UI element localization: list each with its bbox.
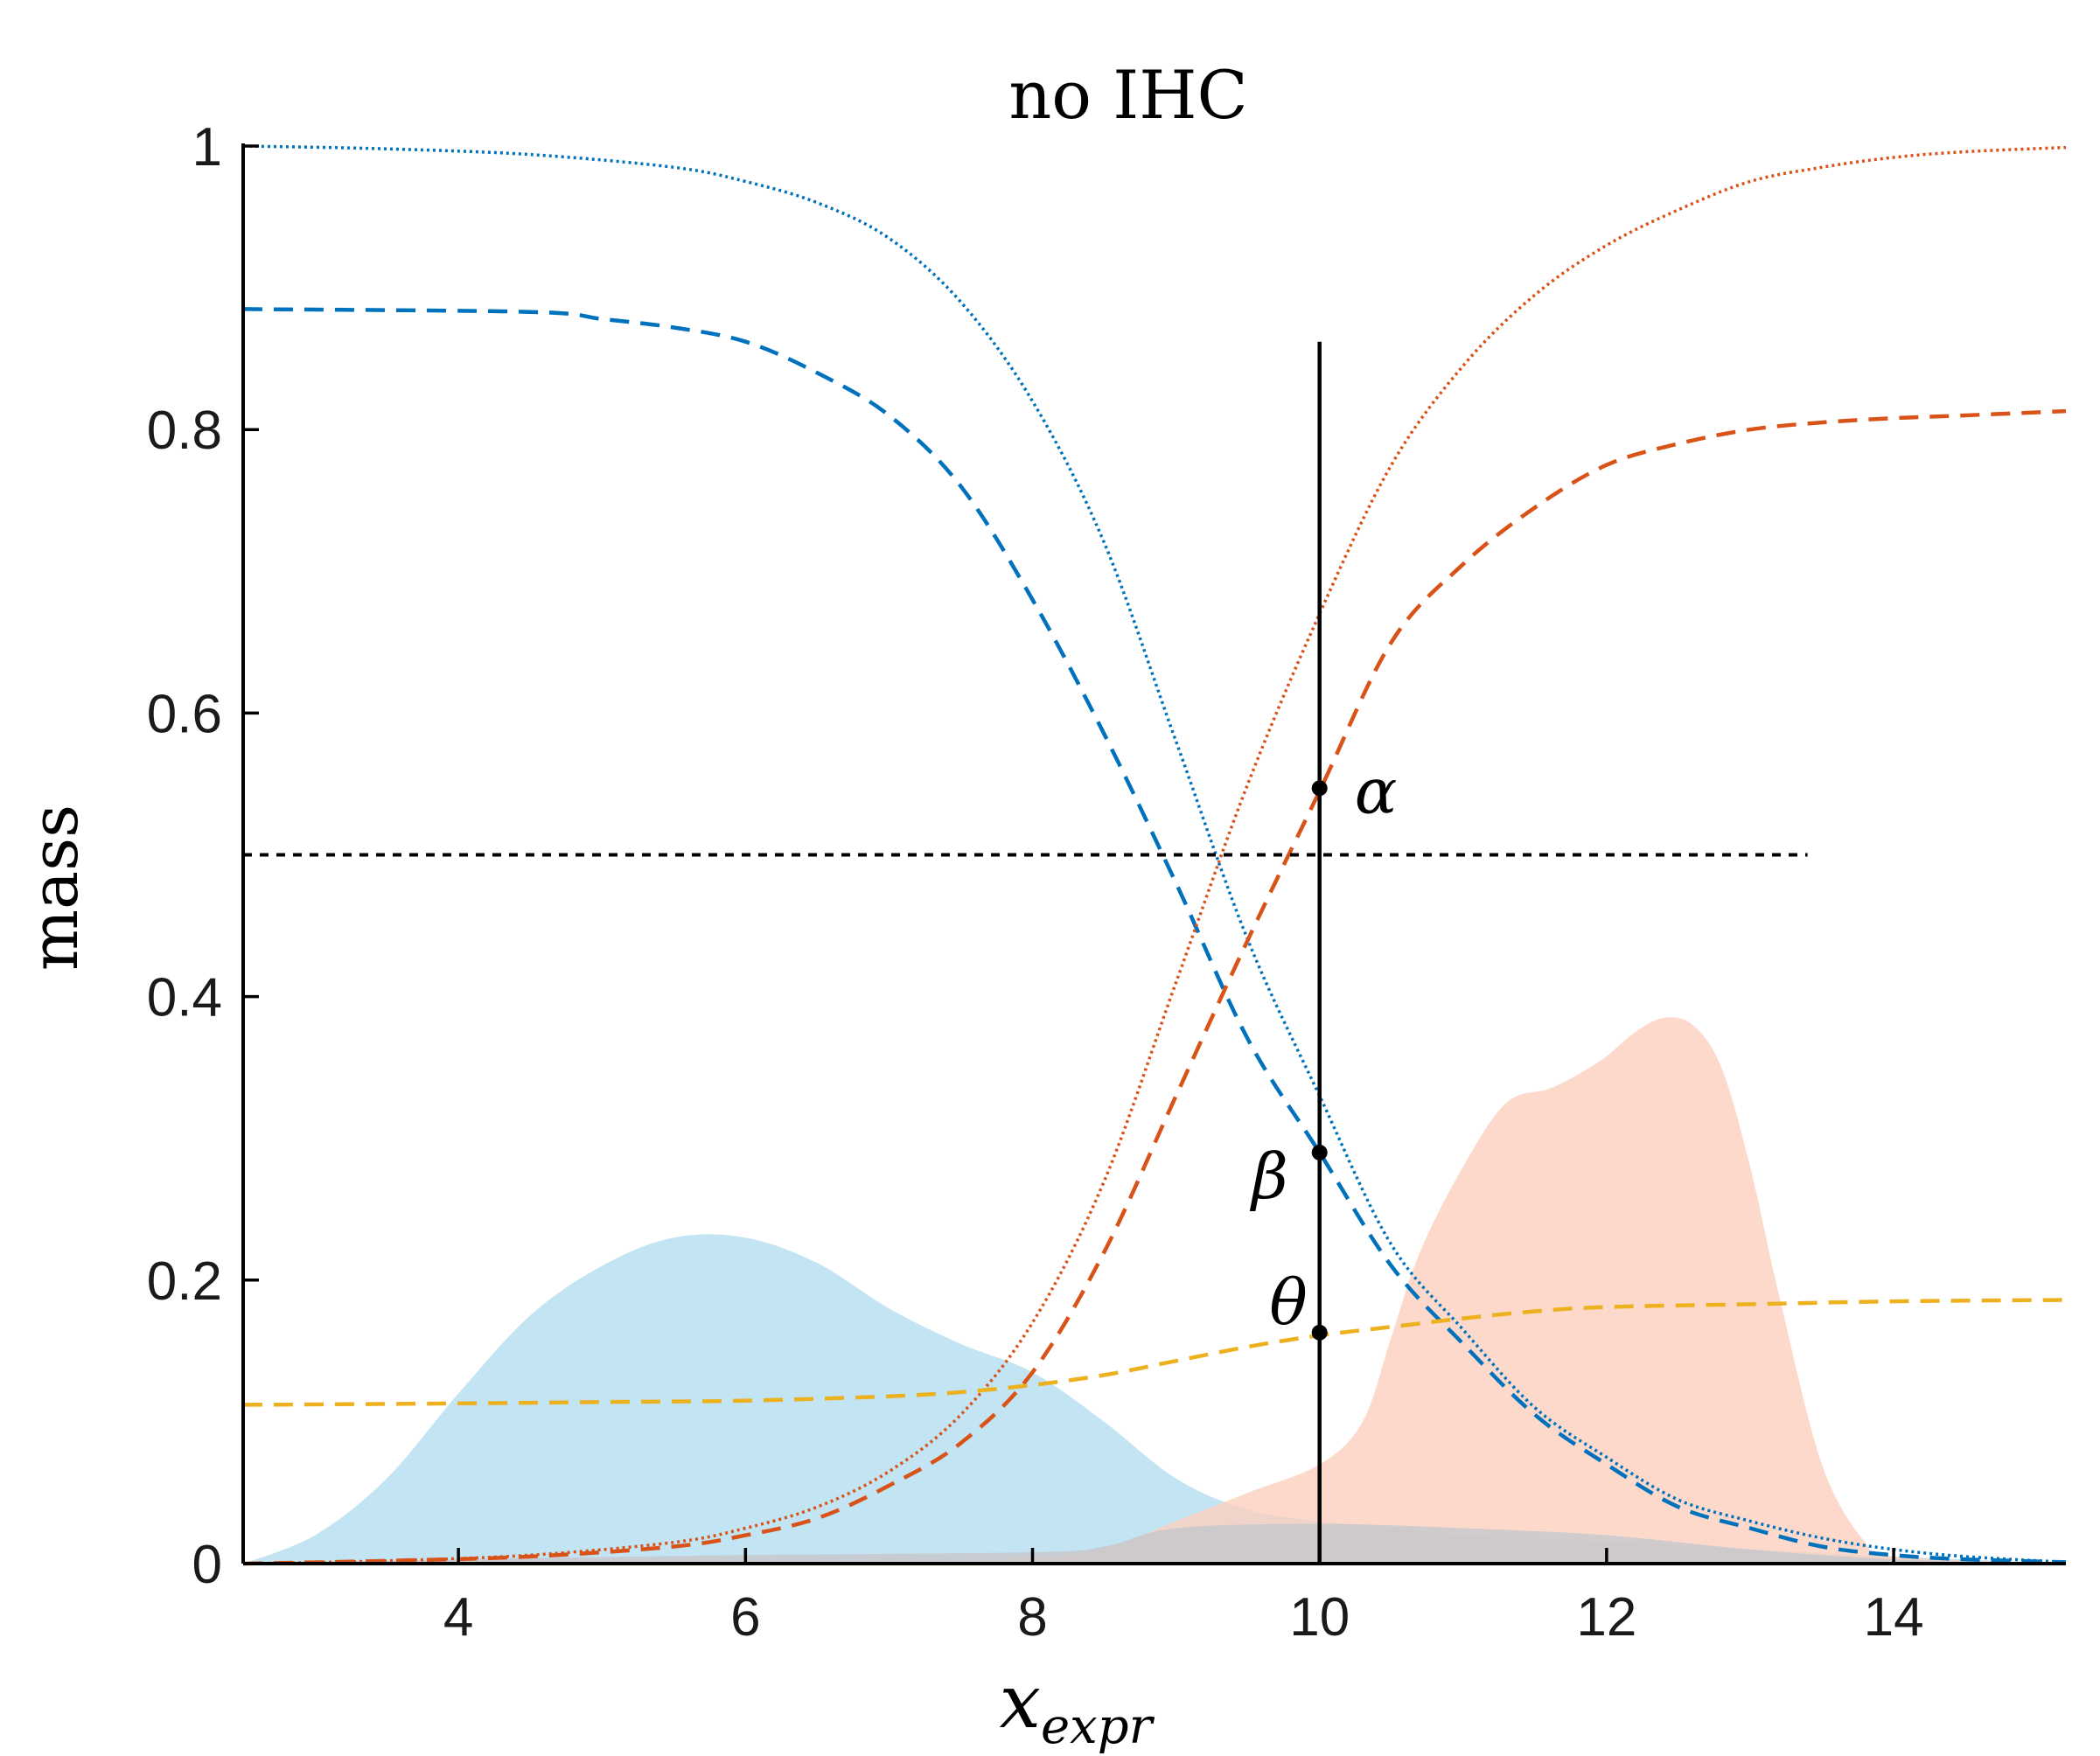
x-tick-label: 4: [443, 1587, 473, 1648]
axes: 4 6 8 10 12 14 0 0.2 0.4 0.6 0.8 1: [147, 117, 2066, 1648]
x-tick-label: 14: [1864, 1587, 1924, 1648]
annotation-point: [1311, 780, 1328, 797]
chart-text: no IHC mass xexpr: [17, 56, 1248, 1755]
y-tick-label: 0.6: [147, 684, 222, 744]
orange-dashed-line: [242, 408, 2067, 1566]
blue-density-area: [243, 1234, 2066, 1564]
orange-density-area: [243, 1017, 2066, 1564]
orange-dotted-line: [242, 145, 2067, 1565]
series-lines: [242, 144, 2067, 1566]
x-tick-label: 10: [1289, 1587, 1350, 1648]
y-tick-label: 0.2: [147, 1251, 222, 1312]
y-tick-label: 0.8: [147, 401, 222, 461]
y-axis-label: mass: [17, 805, 93, 971]
annotation-label: β: [1249, 1139, 1288, 1213]
y-tick-label: 1: [192, 117, 222, 178]
annotation-markers: α βθ: [1249, 754, 1398, 1341]
annotation-point: [1311, 1324, 1328, 1341]
y-tick-label: 0: [192, 1535, 222, 1595]
density-areas: [243, 1017, 2066, 1564]
x-tick-label: 6: [730, 1587, 760, 1648]
y-tick-label: 0.4: [147, 968, 222, 1028]
annotation-point: [1311, 1144, 1328, 1160]
x-axis-label-subscript: expr: [1041, 1698, 1155, 1755]
blue-dotted-line: [242, 144, 2067, 1564]
yellow-dashed-line: [242, 1298, 2067, 1407]
x-tick-label: 12: [1576, 1587, 1636, 1648]
annotation-label: α: [1355, 754, 1398, 827]
annotation-label: θ: [1269, 1265, 1307, 1339]
chart-title: no IHC: [1008, 56, 1247, 134]
x-axis-label: xexpr: [1000, 1659, 1155, 1755]
x-tick-label: 8: [1017, 1587, 1047, 1648]
gray-density-area: [243, 1523, 2066, 1564]
x-axis-label-base: x: [1000, 1659, 1041, 1745]
